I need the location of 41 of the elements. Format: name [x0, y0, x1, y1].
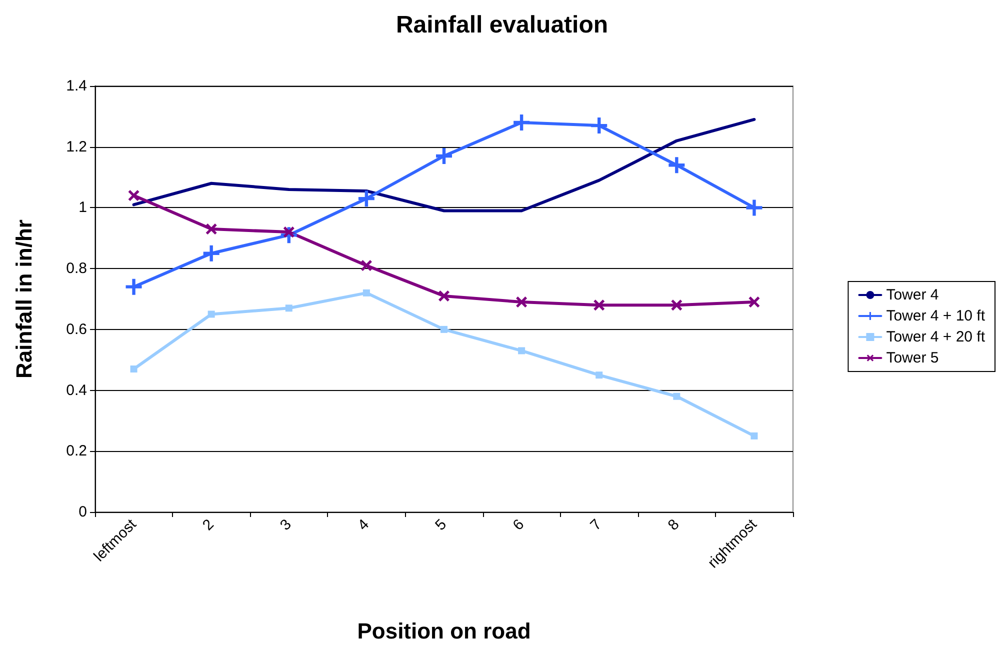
y-tick-label: 0.2 — [66, 442, 87, 460]
x-tick-label: 2 — [199, 516, 218, 534]
legend-label: Tower 4 — [886, 286, 939, 304]
point — [130, 365, 138, 372]
point — [208, 310, 215, 318]
point — [128, 190, 140, 202]
point — [206, 224, 217, 235]
line-series — [132, 118, 756, 212]
point — [362, 289, 370, 296]
y-tick-label: 0 — [78, 504, 87, 520]
x-tick-label: 4 — [354, 516, 372, 534]
x-tick-label: 6 — [510, 516, 528, 534]
y-axis-title: Rainfall in in/hr — [12, 219, 36, 378]
point — [746, 200, 762, 216]
point — [668, 157, 685, 174]
legend-label: Tower 4 + 10 ft — [886, 308, 986, 324]
x-tick-label: 3 — [276, 516, 295, 534]
point — [203, 245, 220, 262]
x-tick-label: 7 — [587, 516, 606, 534]
point — [126, 278, 142, 295]
chart-title: Rainfall evaluation — [396, 12, 608, 38]
point — [440, 326, 448, 333]
x-tick-label: 8 — [664, 516, 683, 534]
y-tick-label: 0.6 — [66, 320, 87, 338]
legend-label: Tower 4 + 20 ft — [886, 328, 986, 346]
point — [518, 347, 526, 354]
y-tick-label: 1.2 — [66, 138, 87, 156]
point — [285, 304, 292, 312]
y-tick-label: 0.8 — [66, 260, 87, 278]
x-axis-title: Position on road — [357, 618, 531, 644]
y-tick-label: 1 — [78, 199, 87, 216]
point — [673, 392, 680, 400]
y-tick-label: 1.4 — [66, 78, 87, 94]
point — [594, 300, 605, 311]
point — [750, 432, 758, 440]
legend-label: Tower 5 — [886, 350, 939, 366]
point — [596, 372, 603, 379]
point — [671, 300, 682, 311]
point — [748, 296, 760, 308]
x-tick-label: 5 — [432, 516, 450, 534]
y-tick-label: 0.4 — [66, 382, 87, 399]
